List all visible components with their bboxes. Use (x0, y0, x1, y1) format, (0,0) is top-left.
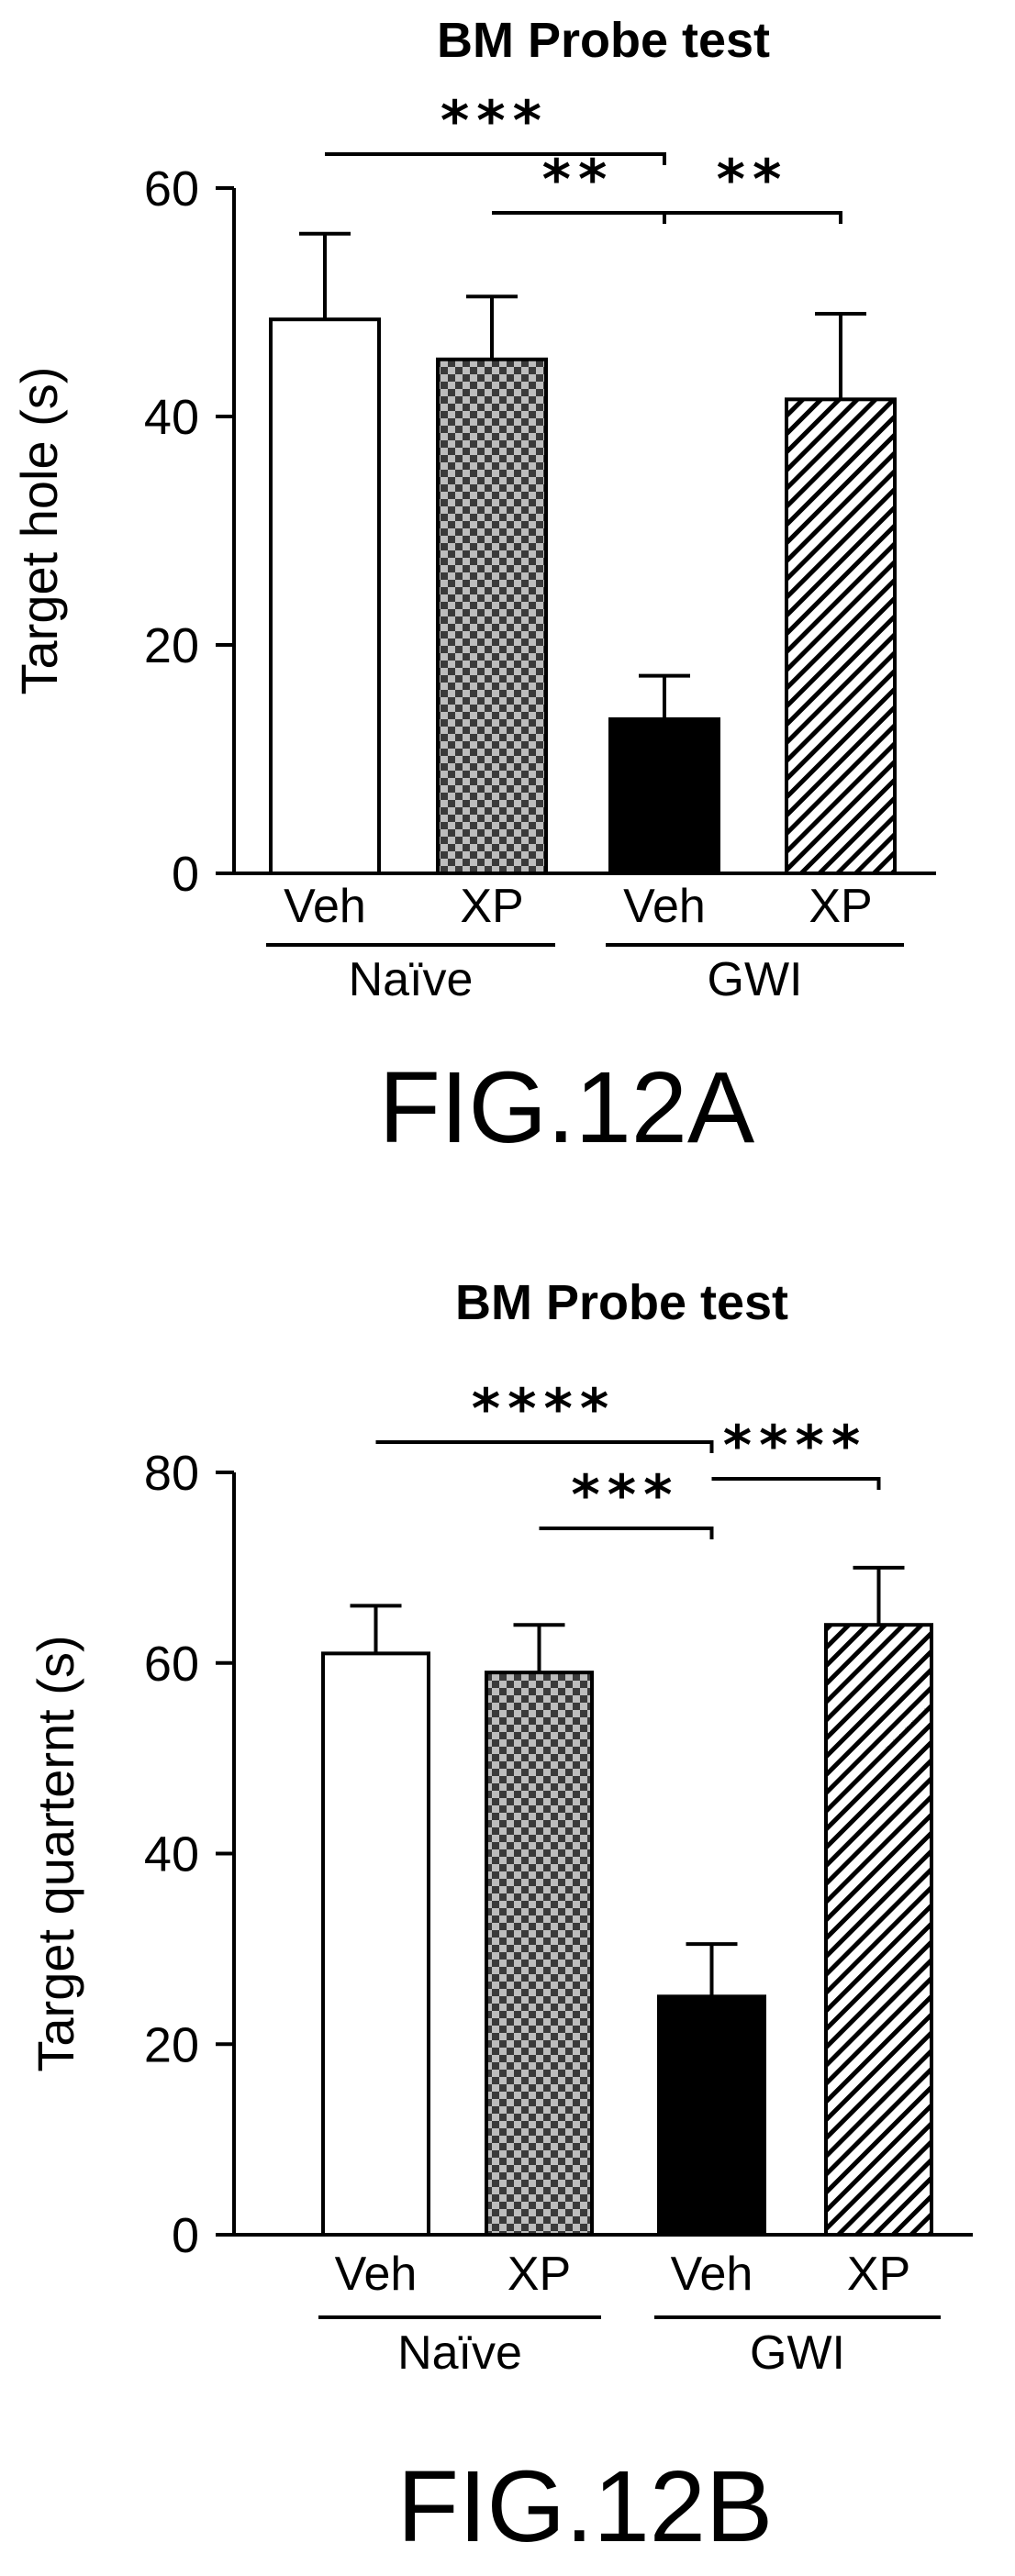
bar-3 (785, 397, 897, 875)
bar-1 (485, 1671, 594, 2237)
group-label: GWI (708, 953, 803, 1006)
bar-3 (824, 1623, 933, 2237)
y-tick-label: 40 (144, 1827, 199, 1882)
y-tick-label: 0 (172, 2208, 199, 2263)
category-label: XP (508, 2248, 571, 2301)
figure-label: FIG.12A (379, 1051, 755, 1164)
significance-label: **** (472, 1377, 617, 1441)
y-tick-label: 20 (144, 2017, 199, 2072)
y-axis-label: Target hole (s) (10, 367, 68, 695)
significance-bracket (375, 1440, 714, 1453)
significance-bracket (664, 211, 842, 224)
significance-bracket (492, 211, 666, 224)
bar-2 (608, 716, 720, 875)
group-label: Naïve (397, 2326, 522, 2380)
category-label: Veh (335, 2248, 418, 2301)
group-label: Naïve (349, 953, 474, 1006)
category-label: XP (809, 880, 872, 933)
figure-label: FIG.12B (397, 2450, 774, 2563)
bar-2 (657, 1994, 766, 2237)
significance-label: ** (542, 148, 615, 212)
chart-title: BM Probe test (455, 1275, 788, 1330)
y-tick-label: 0 (172, 847, 199, 902)
y-tick-label: 20 (144, 618, 199, 673)
significance-label: ** (717, 148, 789, 212)
bar-0 (269, 317, 381, 875)
group-label: GWI (750, 2326, 845, 2380)
bar-0 (321, 1651, 430, 2237)
chart-target-quadrant: BM Probe test 0 20 40 60 80 Target quarternt (… (27, 1275, 973, 2563)
bar-1 (436, 357, 548, 875)
y-tick-label: 60 (144, 1637, 199, 1692)
chart-target-hole: BM Probe test 0 20 40 60 Target hole (s) Veh XP… (10, 13, 936, 1164)
y-tick-label: 80 (144, 1446, 199, 1501)
significance-label: *** (571, 1463, 679, 1527)
category-label: XP (847, 2248, 910, 2301)
y-tick-label: 60 (144, 161, 199, 217)
y-axis-label: Target quarternt (s) (27, 1635, 84, 2071)
category-label: Veh (284, 880, 366, 933)
category-label: XP (460, 880, 523, 933)
significance-bracket (539, 1527, 714, 1539)
category-label: Veh (671, 2248, 753, 2301)
significance-bracket (711, 1477, 881, 1490)
chart-title: BM Probe test (437, 13, 770, 68)
significance-bracket (325, 152, 666, 165)
significance-label: *** (441, 89, 549, 153)
y-tick-label: 40 (144, 390, 199, 445)
category-label: Veh (623, 880, 706, 933)
significance-label: **** (723, 1414, 868, 1478)
